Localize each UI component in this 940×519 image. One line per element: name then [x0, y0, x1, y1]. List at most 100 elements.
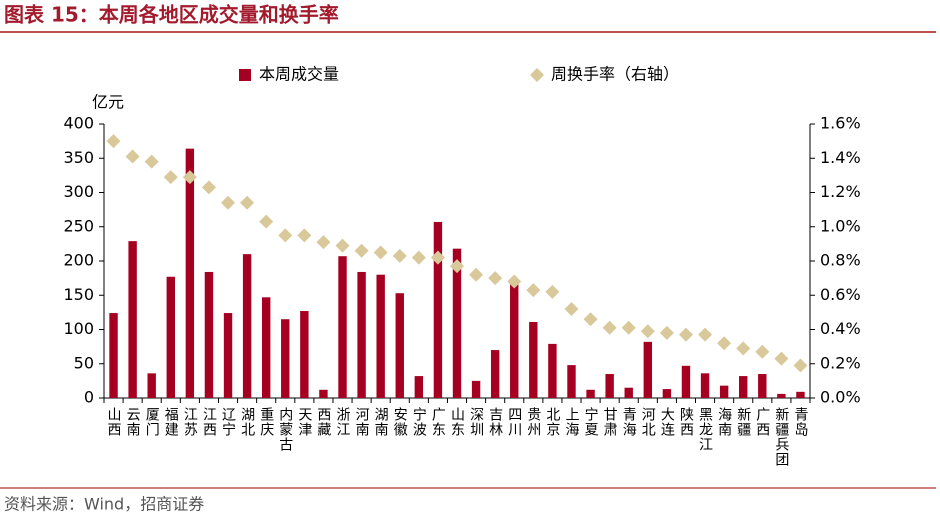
x-tick-label: 贵州	[525, 407, 541, 437]
x-tick-label: 天津	[296, 407, 312, 437]
turnover-marker	[373, 245, 388, 260]
bar	[739, 376, 748, 398]
y2-tick-label: 1.0%	[820, 216, 861, 235]
legend-label: 本周成交量	[259, 65, 339, 84]
x-tick-label: 河北	[640, 407, 656, 437]
turnover-marker	[469, 267, 484, 282]
y2-tick-label: 0.6%	[820, 285, 861, 304]
bar	[548, 343, 557, 398]
legend-label: 周换手率（右轴）	[551, 65, 679, 84]
x-tick-label: 海南	[716, 407, 732, 437]
turnover-marker	[640, 324, 655, 339]
x-tick-label: 江苏	[182, 407, 198, 437]
x-tick-label: 黑龙江	[697, 407, 713, 452]
turnover-marker	[354, 243, 369, 258]
source: 资料来源：Wind，招商证券	[4, 495, 204, 514]
bar	[624, 387, 633, 398]
bar	[300, 311, 309, 398]
turnover-marker	[411, 250, 426, 265]
y-tick-label: 50	[74, 353, 94, 372]
bar	[357, 271, 366, 398]
y-tick-label: 250	[63, 216, 94, 235]
x-tick-label: 吉林	[487, 407, 503, 437]
bar	[452, 248, 462, 398]
y-tick-label: 150	[63, 285, 94, 304]
bar	[395, 293, 404, 398]
turnover-marker	[602, 320, 617, 335]
bar	[796, 391, 805, 398]
chart-title: 图表 15：本周各地区成交量和换手率	[4, 3, 339, 27]
turnover-marker	[201, 180, 216, 195]
turnover-marker	[106, 134, 121, 149]
y-tick-label: 300	[63, 182, 94, 201]
x-tick-label: 新疆	[735, 407, 751, 437]
x-tick-label: 云南	[125, 407, 141, 437]
turnover-marker	[545, 284, 560, 299]
x-tick-label: 甘肃	[602, 407, 618, 437]
x-tick-label: 北京	[544, 407, 560, 437]
turnover-marker	[507, 274, 522, 289]
y2-tick-label: 1.2%	[820, 182, 861, 201]
bar	[376, 274, 385, 398]
bar	[662, 389, 672, 398]
turnover-marker	[182, 170, 197, 185]
bar	[490, 350, 500, 398]
legend-swatch	[239, 69, 251, 81]
turnover-marker	[392, 248, 407, 263]
turnover-marker	[221, 195, 236, 210]
turnover-marker	[621, 320, 636, 335]
bar	[529, 321, 538, 398]
bar	[777, 393, 786, 398]
bar	[319, 389, 328, 398]
bar	[204, 271, 214, 398]
y2-tick-label: 1.4%	[820, 148, 861, 167]
turnover-marker	[564, 301, 579, 316]
turnover-marker	[259, 214, 274, 229]
x-tick-label: 安徽	[392, 407, 408, 437]
bar	[281, 319, 290, 398]
y2-tick-label: 0.0%	[820, 388, 861, 407]
bar	[128, 241, 137, 398]
turnover-marker	[297, 228, 312, 243]
x-tick-label: 陕西	[678, 407, 694, 437]
y2-tick-label: 1.6%	[820, 114, 861, 133]
x-tick-label: 江西	[201, 407, 217, 437]
turnover-marker	[316, 235, 331, 250]
bar	[605, 374, 614, 398]
bar	[223, 313, 233, 398]
bar	[471, 380, 481, 398]
x-tick-label: 深圳	[468, 407, 484, 437]
turnover-marker	[144, 154, 159, 169]
turnover-marker	[717, 336, 732, 351]
x-tick-label: 青岛	[792, 407, 808, 437]
turnover-marker	[450, 259, 464, 274]
x-tick-label: 福建	[163, 407, 179, 437]
y-tick-label: 350	[63, 148, 94, 167]
turnover-marker	[526, 283, 541, 298]
y-tick-label: 400	[63, 114, 94, 133]
x-tick-label: 内蒙古	[277, 407, 293, 452]
turnover-marker	[240, 195, 255, 210]
x-tick-label: 四川	[506, 407, 522, 437]
y-tick-label: 0	[84, 388, 94, 407]
x-tick-label: 青海	[621, 407, 637, 437]
bar	[719, 385, 729, 398]
bar	[338, 256, 347, 398]
x-tick-label: 湖南	[373, 407, 389, 437]
turnover-marker	[736, 341, 751, 356]
x-tick-label: 大连	[659, 407, 675, 437]
turnover-marker	[793, 358, 808, 373]
y-tick-label: 100	[63, 319, 94, 338]
x-tick-label: 重庆	[258, 407, 274, 437]
turnover-marker	[583, 312, 598, 327]
bar	[510, 282, 519, 398]
bar	[185, 148, 195, 398]
x-tick-label: 广西	[754, 407, 770, 437]
legend-swatch	[530, 68, 544, 82]
turnover-marker	[698, 327, 713, 342]
turnover-marker	[755, 344, 770, 359]
x-tick-label: 河南	[354, 407, 370, 437]
x-tick-label: 宁夏	[583, 406, 599, 437]
bar	[681, 365, 691, 398]
